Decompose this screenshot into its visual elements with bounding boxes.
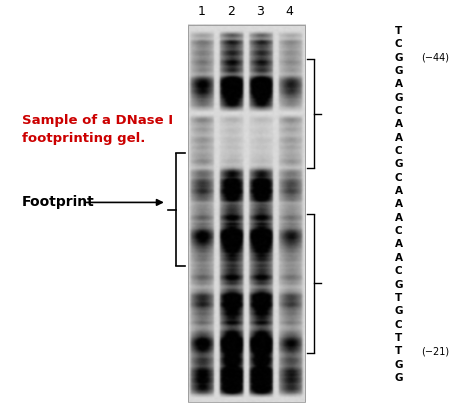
Text: C: C [395, 226, 402, 236]
Text: T: T [395, 346, 402, 356]
Text: C: C [395, 106, 402, 116]
Text: G: G [394, 53, 403, 63]
Text: G: G [394, 93, 403, 103]
Text: G: G [394, 306, 403, 316]
Text: T: T [395, 333, 402, 343]
Text: A: A [395, 213, 402, 223]
Text: (−21): (−21) [421, 346, 449, 356]
Text: 3: 3 [256, 5, 264, 17]
Text: A: A [395, 186, 402, 196]
Text: 4: 4 [286, 5, 293, 17]
Text: C: C [395, 39, 402, 49]
Text: T: T [395, 293, 402, 303]
Bar [188, 25, 305, 402]
Text: A: A [395, 133, 402, 143]
Text: C: C [395, 146, 402, 156]
Text: G: G [394, 159, 403, 169]
Text: A: A [395, 79, 402, 89]
Text: Footprint: Footprint [21, 195, 94, 210]
Text: G: G [394, 280, 403, 290]
Text: G: G [394, 359, 403, 370]
Text: G: G [394, 66, 403, 76]
Text: A: A [395, 253, 402, 263]
Text: A: A [395, 200, 402, 210]
Text: C: C [395, 320, 402, 330]
Text: A: A [395, 120, 402, 129]
Text: (−44): (−44) [421, 53, 449, 63]
Text: A: A [395, 239, 402, 249]
Text: G: G [394, 373, 403, 383]
Text: 2: 2 [227, 5, 235, 17]
Text: C: C [395, 173, 402, 183]
Text: Sample of a DNase I
footprinting gel.: Sample of a DNase I footprinting gel. [21, 114, 173, 145]
Text: C: C [395, 266, 402, 276]
Text: 1: 1 [198, 5, 206, 17]
Text: T: T [395, 26, 402, 36]
